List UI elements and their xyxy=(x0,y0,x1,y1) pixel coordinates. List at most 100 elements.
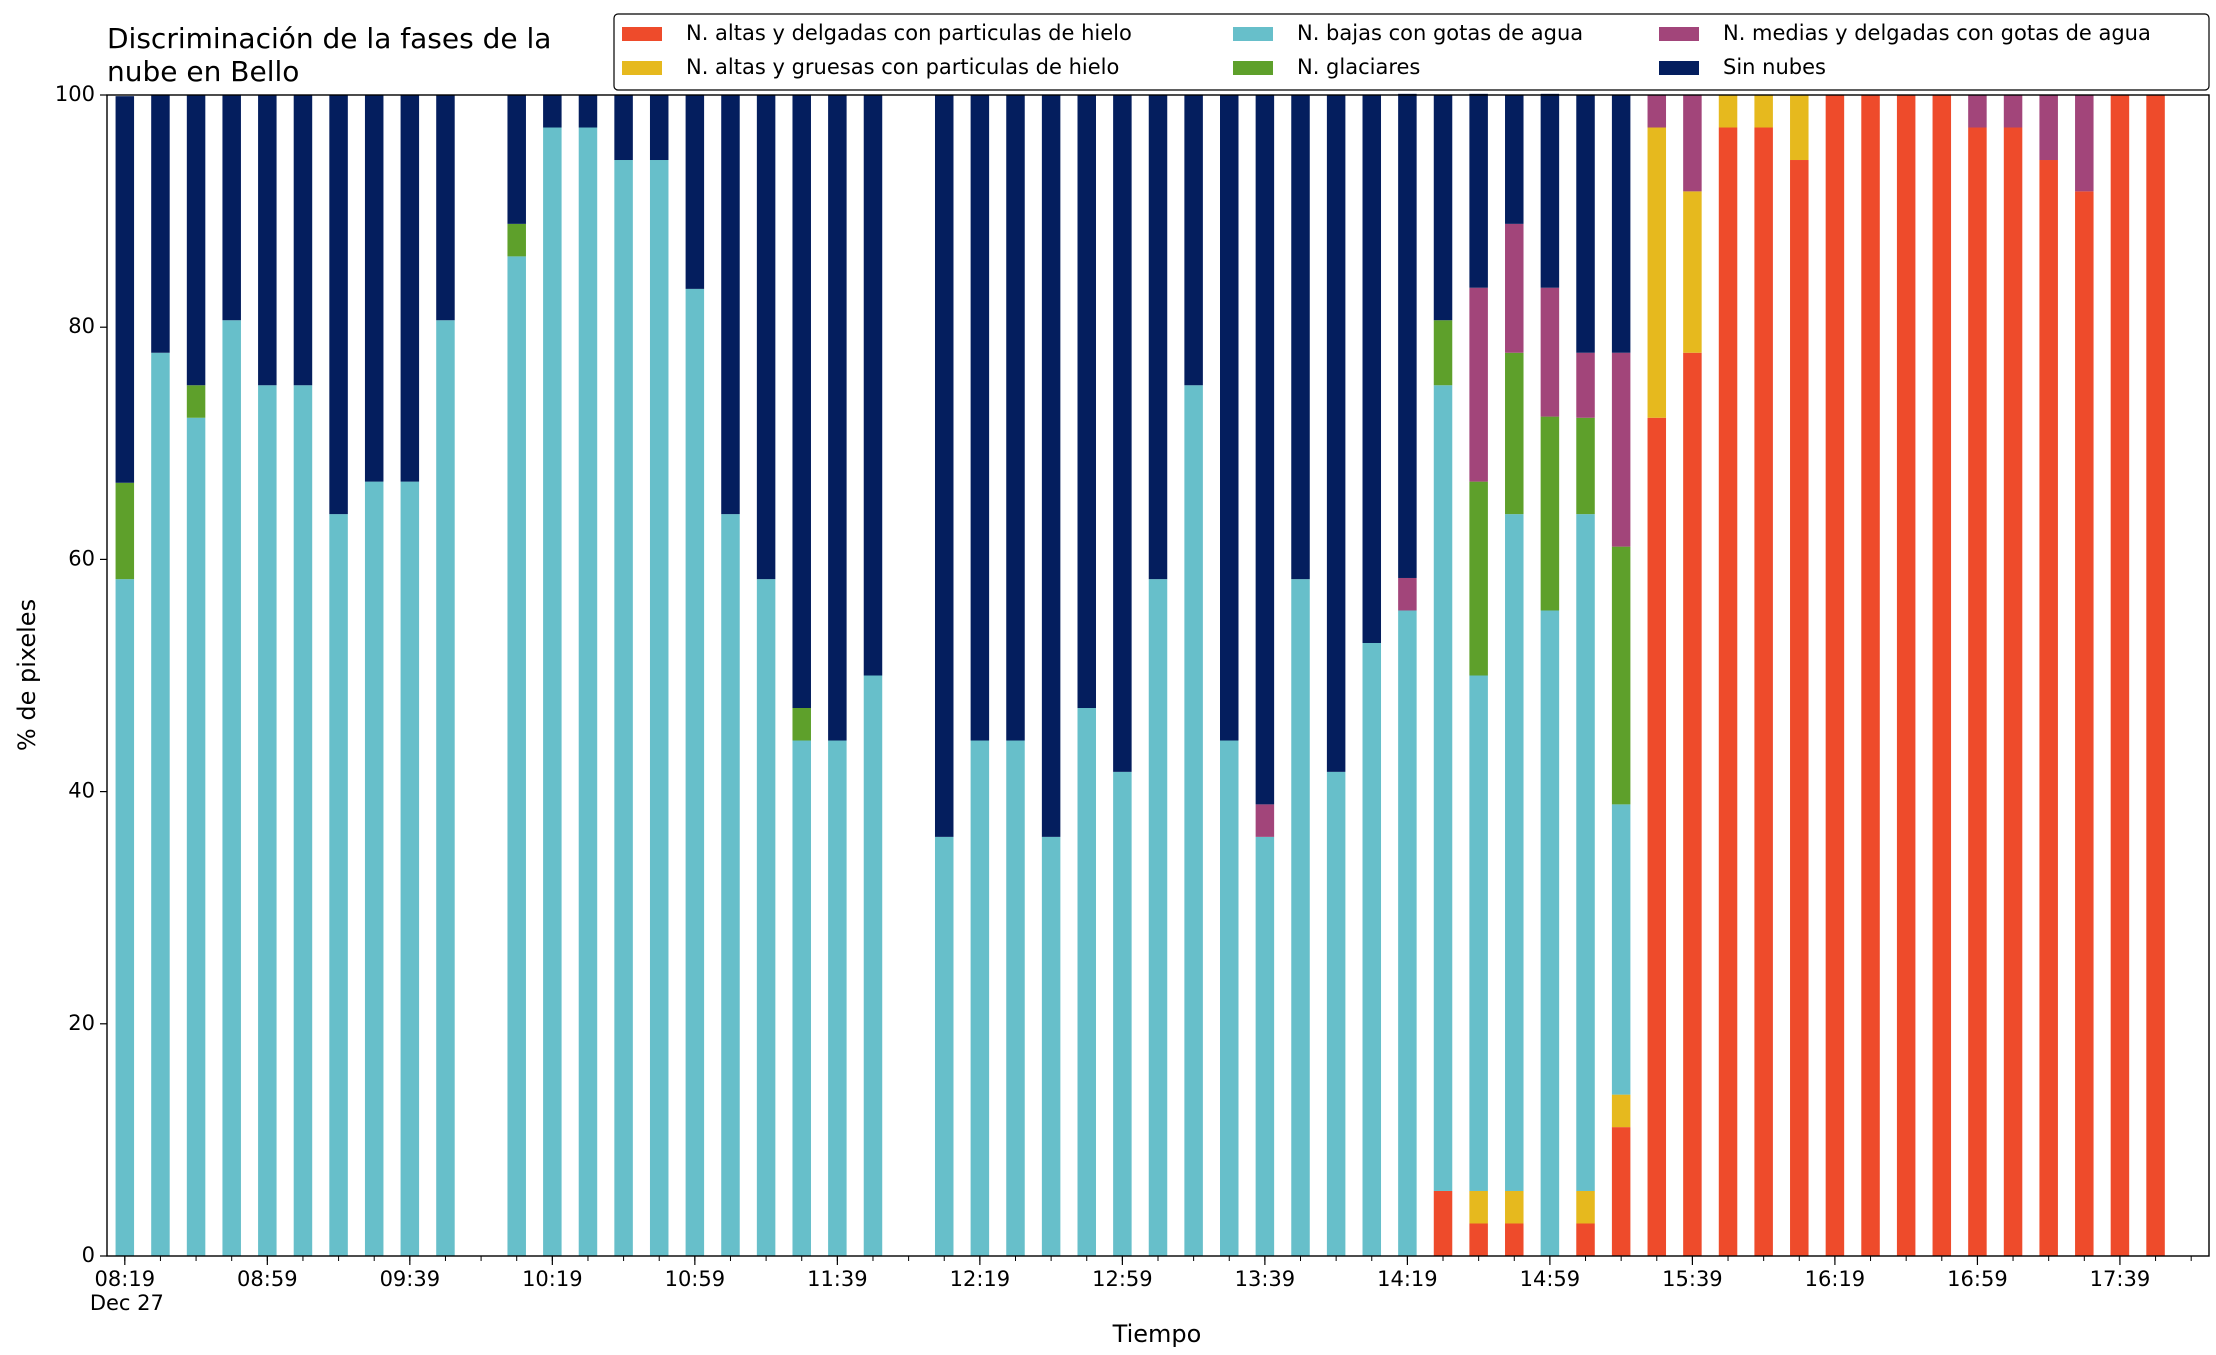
legend-swatch xyxy=(622,27,662,41)
bar-segment xyxy=(400,481,420,1256)
bar-segment xyxy=(1291,579,1310,1256)
bar-segment xyxy=(1611,546,1631,805)
bar-segment xyxy=(1718,127,1738,1256)
bar-segment xyxy=(186,417,206,1256)
bar-segment xyxy=(1576,417,1595,515)
bar-segment xyxy=(1968,127,1987,1256)
bar-segment xyxy=(1326,95,1346,772)
y-tick-label: 40 xyxy=(68,779,95,803)
bar-segment xyxy=(756,95,776,580)
bar-segment xyxy=(1683,95,1702,192)
bar-segment xyxy=(2075,95,2094,192)
bar-segment xyxy=(1505,223,1524,353)
bar-segment xyxy=(1505,1223,1524,1256)
x-tick-label: 12:19 xyxy=(950,1267,1011,1291)
bar-segment xyxy=(1754,127,1773,1256)
legend-swatch xyxy=(1233,27,1273,41)
x-tick-label: 08:59 xyxy=(237,1267,298,1291)
bar-segment xyxy=(970,740,990,1256)
bar-segment xyxy=(828,740,847,1256)
bar-segment xyxy=(2110,95,2130,1256)
legend-swatch xyxy=(1659,27,1699,41)
bar-segment xyxy=(1006,740,1025,1256)
bar-segment xyxy=(934,95,954,837)
bar-segment xyxy=(1540,416,1560,611)
bar-segment xyxy=(1790,160,1809,1257)
x-tick-label: 13:39 xyxy=(1235,1267,1296,1291)
bar-segment xyxy=(934,836,954,1256)
y-tick-label: 0 xyxy=(82,1243,95,1267)
bar-segment xyxy=(1647,417,1667,1256)
bar-segment xyxy=(543,127,562,1256)
bar-segment xyxy=(507,256,526,1256)
bar-segment xyxy=(792,708,811,741)
bar-segment xyxy=(507,223,526,257)
bar-segment xyxy=(863,675,883,1256)
y-tick-label: 80 xyxy=(68,314,95,338)
legend-label: N. altas y delgadas con particulas de hi… xyxy=(686,21,1132,45)
bar-segment xyxy=(151,95,170,353)
bar-segment xyxy=(721,95,740,515)
bar-segment xyxy=(1505,352,1524,515)
bar-segment xyxy=(1433,95,1453,321)
legend-label: N. glaciares xyxy=(1297,55,1420,79)
bar-segment xyxy=(1469,481,1488,676)
bar-segment xyxy=(792,95,811,709)
bar-segment xyxy=(649,160,669,1257)
bar-segment xyxy=(614,95,633,161)
x-tick-label: 15:39 xyxy=(1662,1267,1723,1291)
bar-segment xyxy=(1754,95,1773,128)
bar-segment xyxy=(1041,836,1061,1256)
bar-segment xyxy=(2146,95,2165,1256)
bar-segment xyxy=(1398,610,1417,1256)
bar-segment xyxy=(863,95,883,676)
bar-segment xyxy=(1540,93,1560,288)
bar-segment xyxy=(685,95,705,289)
bar-segment xyxy=(507,95,526,224)
bar-segment xyxy=(2003,95,2023,128)
bar-segment xyxy=(1505,514,1524,1191)
bar-segment xyxy=(1255,95,1275,805)
bar-segment xyxy=(1505,95,1524,224)
legend-swatch xyxy=(622,61,662,75)
bar-segment xyxy=(258,385,277,1256)
y-tick-label: 60 xyxy=(68,546,95,570)
bar-segment xyxy=(685,288,705,1257)
bar-segment xyxy=(1540,287,1560,417)
bar-segment xyxy=(436,320,455,1256)
bar-segment xyxy=(364,95,384,482)
x-tick-label: 09:39 xyxy=(380,1267,441,1291)
bar-segment xyxy=(578,127,598,1256)
bar-segment xyxy=(1398,577,1417,611)
bar-segment xyxy=(1896,95,1916,1256)
legend-swatch xyxy=(1659,61,1699,75)
bar-segment xyxy=(756,579,776,1256)
x-tick-sublabel: Dec 27 xyxy=(90,1291,164,1315)
y-axis-label: % de pixeles xyxy=(13,599,41,751)
x-tick-label: 11:39 xyxy=(807,1267,868,1291)
bar-segment xyxy=(1968,95,1987,128)
bar-segment xyxy=(614,160,633,1257)
bar-segment xyxy=(1326,771,1346,1256)
bar-segment xyxy=(721,514,740,1256)
bar-segment xyxy=(1148,95,1168,580)
bar-segment xyxy=(1611,95,1631,353)
bar-segment xyxy=(1184,95,1203,386)
bar-segment xyxy=(1683,191,1702,353)
bar-segment xyxy=(1683,352,1702,1256)
bar-segment xyxy=(1932,95,1952,1256)
bar-segment xyxy=(293,95,313,386)
bar-segment xyxy=(1576,1223,1595,1256)
bar-segment xyxy=(1718,95,1738,128)
bar-segment xyxy=(293,385,313,1256)
bar-segment xyxy=(2075,191,2094,1256)
bar-segment xyxy=(1647,95,1667,128)
bar-segment xyxy=(792,740,811,1256)
chart-title: Discriminación de la fases de la nube en… xyxy=(107,22,552,88)
bar-segment xyxy=(1647,127,1667,418)
bar-segment xyxy=(970,95,990,741)
bar-segment xyxy=(186,385,206,418)
y-tick-label: 100 xyxy=(55,82,95,106)
bar-segment xyxy=(649,95,669,161)
